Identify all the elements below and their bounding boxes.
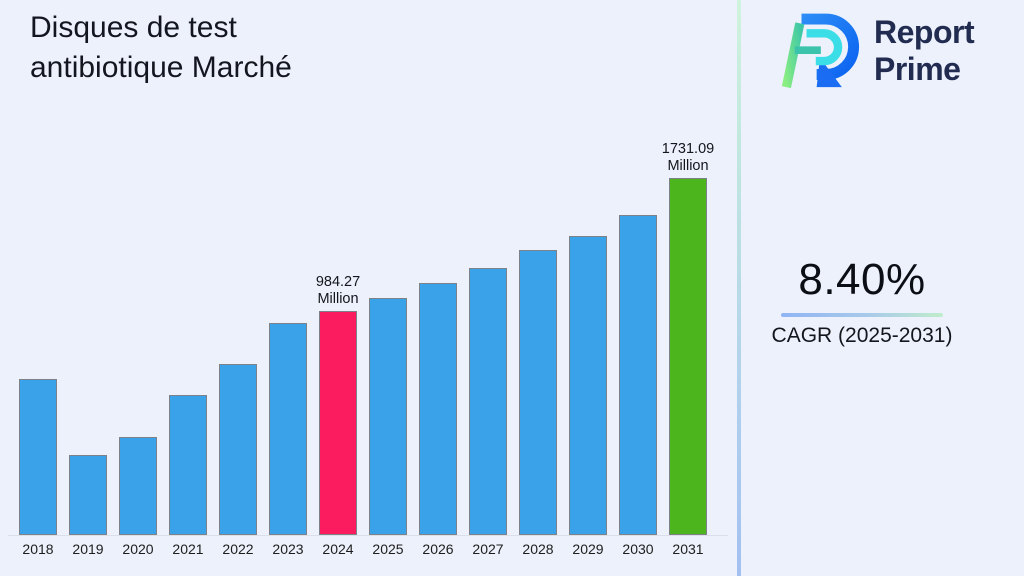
value-label-2031: 1731.09 Million — [662, 141, 714, 179]
value-label-number: 1731.09 — [661, 141, 715, 157]
x-tick-2029: 2029 — [572, 541, 604, 557]
panel-separator — [737, 0, 741, 576]
bar-2020: 2020 — [119, 437, 157, 557]
bar-2025: 2025 — [369, 298, 407, 557]
page-title-line2: antibiotique Marché — [30, 51, 292, 84]
page-title: Disques de test antibiotique Marché — [30, 8, 292, 88]
x-tick-2023: 2023 — [272, 541, 304, 557]
logo-text-line1: Report — [874, 14, 975, 50]
x-tick-2026: 2026 — [422, 541, 454, 557]
x-tick-2021: 2021 — [172, 541, 204, 557]
cagr-underline — [781, 313, 943, 317]
x-tick-2025: 2025 — [372, 541, 404, 557]
bar-2028: 2028 — [519, 250, 557, 557]
x-tick-2019: 2019 — [72, 541, 104, 557]
bar-2027: 2027 — [469, 268, 507, 557]
x-tick-2020: 2020 — [122, 541, 154, 557]
report-prime-logo: Report Prime — [778, 8, 975, 94]
bar-2029: 2029 — [569, 236, 607, 557]
value-label-2024: 984.27 Million — [316, 274, 360, 312]
page-title-line1: Disques de test — [30, 11, 237, 44]
value-label-number: 984.27 — [315, 274, 361, 290]
x-tick-2028: 2028 — [522, 541, 554, 557]
cagr-value: 8.40% — [798, 255, 926, 304]
x-tick-2030: 2030 — [622, 541, 654, 557]
x-tick-2022: 2022 — [222, 541, 254, 557]
bar-chart: 2018 2019 2020 2021 2022 2023 2024 984.27 Millio… — [19, 141, 714, 557]
x-tick-2027: 2027 — [472, 541, 504, 557]
report-prime-logo-text: Report Prime — [874, 14, 975, 88]
cagr-label: CAGR (2025-2031) — [771, 324, 953, 347]
bar-2031: 2031 1731.09 Million — [662, 141, 714, 557]
bar-2030: 2030 — [619, 215, 657, 557]
report-prime-logo-icon — [781, 13, 860, 89]
bar-2018: 2018 — [19, 379, 57, 557]
x-tick-2031: 2031 — [672, 541, 704, 557]
bar-2022: 2022 — [219, 364, 257, 557]
bar-2019: 2019 — [69, 455, 107, 557]
bar-2026: 2026 — [419, 283, 457, 557]
value-label-unit: Million — [317, 291, 359, 307]
x-axis-line — [8, 535, 728, 536]
bar-2021: 2021 — [169, 395, 207, 557]
bar-2023: 2023 — [269, 323, 307, 557]
x-tick-2024: 2024 — [322, 541, 354, 557]
logo-text-line2: Prime — [874, 51, 961, 87]
bar-2024: 2024 984.27 Million — [316, 274, 360, 557]
value-label-unit: Million — [667, 158, 709, 174]
cagr-block: 8.40% CAGR (2025-2031) — [741, 255, 983, 348]
x-tick-2018: 2018 — [22, 541, 54, 557]
